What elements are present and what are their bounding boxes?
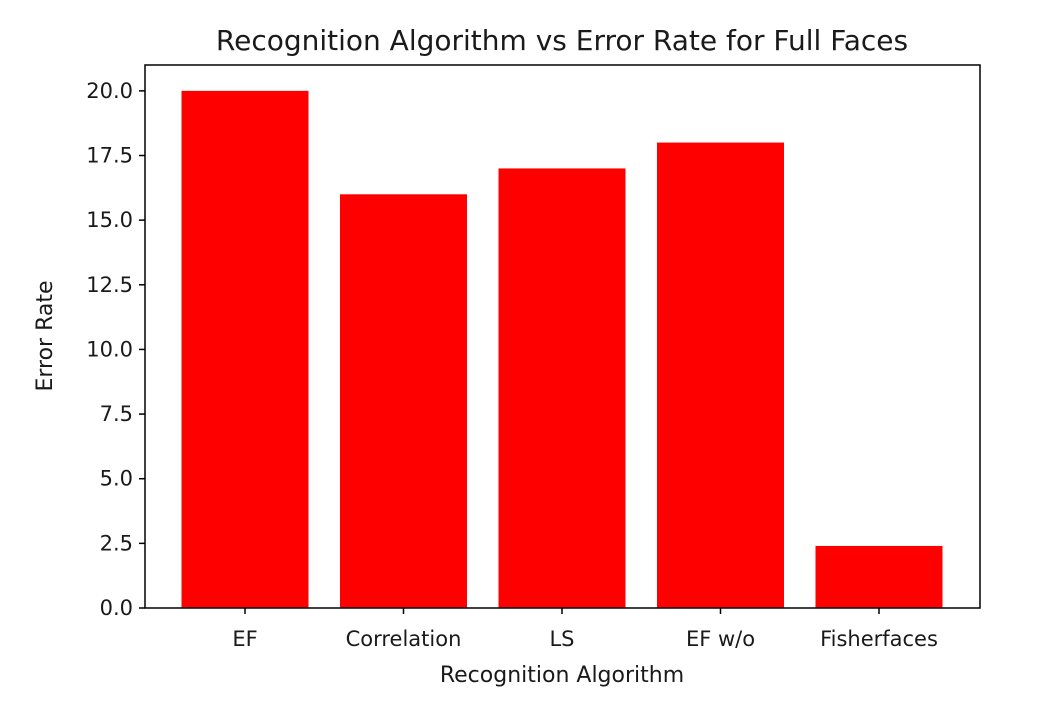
- y-tick-label: 2.5: [100, 531, 133, 555]
- x-tick-label: EF w/o: [686, 627, 755, 651]
- y-tick-label: 15.0: [86, 208, 133, 232]
- y-tick-label: 20.0: [86, 79, 133, 103]
- y-tick-label: 12.5: [86, 273, 133, 297]
- x-axis-ticks: EF Correlation LS EF w/o Fisherfaces: [232, 608, 938, 651]
- x-axis-label: Recognition Algorithm: [440, 663, 684, 688]
- bar-ls: [498, 168, 626, 608]
- y-tick-label: 17.5: [86, 144, 133, 168]
- bars-group: [181, 90, 943, 609]
- bar-ef: [181, 90, 309, 609]
- x-tick-label: LS: [549, 627, 574, 651]
- x-tick-label: Fisherfaces: [820, 627, 938, 651]
- y-tick-label: 7.5: [100, 402, 133, 426]
- y-axis-ticks: 0.0 2.5 5.0 7.5 10.0 12.5 15.0 17.5 20.0: [86, 79, 145, 620]
- x-tick-label: EF: [232, 627, 257, 651]
- y-tick-label: 5.0: [100, 467, 133, 491]
- bar-correlation: [340, 194, 467, 609]
- chart-title: Recognition Algorithm vs Error Rate for …: [216, 24, 908, 57]
- y-axis-label: Error Rate: [33, 280, 58, 391]
- bar-ef-w-o: [657, 142, 784, 609]
- y-tick-label: 10.0: [86, 337, 133, 361]
- x-tick-label: Correlation: [346, 627, 462, 651]
- bar-fisherfaces: [815, 545, 943, 608]
- y-tick-label: 0.0: [100, 596, 133, 620]
